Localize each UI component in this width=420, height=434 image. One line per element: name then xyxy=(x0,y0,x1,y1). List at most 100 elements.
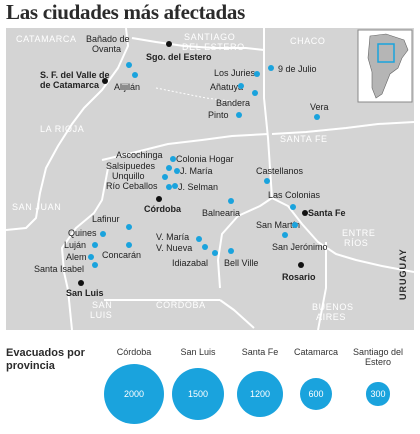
city-label-lafinur: Lafinur xyxy=(92,214,120,224)
city-dot-san-luis xyxy=(78,280,84,286)
city-label-san-jeronimo: San Jerónimo xyxy=(272,242,328,252)
province-label-santa-fe: SANTA FE xyxy=(280,134,328,144)
city-label-sgo-del-estero: Sgo. del Estero xyxy=(146,52,212,62)
city-label-alijilan: Alijilán xyxy=(114,82,141,92)
legend-bubble-2: 1200 xyxy=(236,370,284,418)
city-dot-rio-ceballos xyxy=(166,184,172,190)
city-dot-cordoba xyxy=(156,196,162,202)
city-dot-j-selman xyxy=(172,183,178,189)
city-label-balnearia: Balnearia xyxy=(202,208,241,218)
city-label-concaran: Concarán xyxy=(102,250,142,260)
city-label-colonia-hogar: Colonia Hogar xyxy=(176,154,234,164)
province-label-del-estero: DEL ESTERO xyxy=(182,42,245,52)
map-area: CATAMARCA SANTIAGO DEL ESTERO CHACO LA R… xyxy=(6,28,414,330)
city-label-pinto: Pinto xyxy=(208,110,229,120)
province-label-aires: AIRES xyxy=(316,312,347,322)
city-label-j-maria: J. María xyxy=(180,166,213,176)
city-dot-idiazabal xyxy=(212,250,218,256)
city-label-v-maria: V. María xyxy=(156,232,190,242)
city-label-los-juries: Los Juries xyxy=(214,68,256,78)
province-borders xyxy=(6,28,414,330)
city-label-de-catamarca: de Catamarca xyxy=(40,80,100,90)
city-dot-bandera xyxy=(252,90,258,96)
city-dot-castellanos xyxy=(264,178,270,184)
city-label-unquillo: Unquillo xyxy=(112,171,145,181)
city-dot-san-jeronimo xyxy=(282,232,288,238)
city-label-las-colonias: Las Colonias xyxy=(268,190,321,200)
country-label-uruguay: URUGUAY xyxy=(398,248,408,300)
city-label-santa-fe: Santa Fe xyxy=(308,208,346,218)
city-label-alem: Alem xyxy=(66,252,87,262)
city-dot-j-maria xyxy=(174,168,180,174)
city-label-sf-valle: S. F. del Valle de xyxy=(40,70,110,80)
city-dot-vera xyxy=(314,114,320,120)
city-dot-sgo-del-estero xyxy=(166,41,172,47)
city-dot-anatuya xyxy=(238,83,244,89)
city-dot-v-nueva xyxy=(202,244,208,250)
city-label-castellanos: Castellanos xyxy=(256,166,304,176)
city-label-anatuya: Añatuya xyxy=(210,82,244,92)
city-dot-rosario xyxy=(298,262,304,268)
province-label-cordoba: CÓRDOBA xyxy=(156,300,206,310)
province-label-chaco: CHACO xyxy=(290,36,326,46)
city-label-ovanta: Ovanta xyxy=(92,44,122,54)
city-dot-pinto xyxy=(236,112,242,118)
legend-bubble-0: 2000 xyxy=(104,364,164,424)
legend-label-4: Santiago del Estero xyxy=(352,347,404,367)
map-title: Las ciudades más afectadas xyxy=(6,0,245,24)
city-label-banado: Bañado de xyxy=(86,34,130,44)
city-dot-santa-fe xyxy=(302,210,308,216)
city-label-san-luis: San Luis xyxy=(66,288,104,298)
legend-label-2: Santa Fe xyxy=(241,347,279,357)
legend-label-1: San Luis xyxy=(180,347,216,357)
city-label-rio-ceballos: Río Ceballos xyxy=(106,181,158,191)
province-label-san: SAN xyxy=(92,300,113,310)
city-label-vera: Vera xyxy=(310,102,329,112)
city-dot-santa-isabel xyxy=(92,262,98,268)
city-label-santa-isabel: Santa Isabel xyxy=(34,264,85,274)
province-label-rios: RÍOS xyxy=(344,238,369,248)
legend-title: Evacuados por provincia xyxy=(6,347,85,372)
city-dot-los-juries xyxy=(254,71,260,77)
city-label-v-nueva: V. Nueva xyxy=(156,243,193,253)
province-label-catamarca: CATAMARCA xyxy=(16,34,77,44)
city-label-9-de-julio: 9 de Julio xyxy=(278,64,317,74)
city-dot-catamarca xyxy=(102,78,108,84)
city-label-bandera: Bandera xyxy=(216,98,251,108)
city-dot-banado-de-ovanta xyxy=(126,62,132,68)
legend-label-3: Catamarca xyxy=(293,347,338,357)
city-dot-9-de-julio xyxy=(268,65,274,71)
city-dot-lafinur xyxy=(126,224,132,230)
legend-bubble-3: 600 xyxy=(299,377,333,411)
legend-label-0: Córdoba xyxy=(116,347,152,357)
city-dot-lujan xyxy=(92,242,98,248)
city-dot-concaran xyxy=(126,242,132,248)
province-label-luis: LUIS xyxy=(90,310,113,320)
city-dot-alijilan xyxy=(132,72,138,78)
province-label-entre: ENTRE xyxy=(342,228,376,238)
city-label-idiazabal: Idiazabal xyxy=(172,258,209,268)
province-label-santiago: SANTIAGO xyxy=(184,32,236,42)
city-dot-balnearia xyxy=(228,198,234,204)
city-label-quines: Quines xyxy=(68,228,97,238)
city-dot-unquillo xyxy=(162,174,168,180)
legend-bubble-4: 300 xyxy=(366,382,390,406)
province-label-san-juan: SAN JUAN xyxy=(12,202,62,212)
city-dot-las-colonias xyxy=(290,204,296,210)
city-dot-alem xyxy=(88,254,94,260)
province-label-la-rioja: LA RIOJA xyxy=(40,124,85,134)
city-label-rosario: Rosario xyxy=(282,272,316,282)
city-dot-bell-ville xyxy=(228,248,234,254)
city-label-salsipuedes: Salsipuedes xyxy=(106,161,156,171)
city-label-ascochinga: Ascochinga xyxy=(116,150,163,160)
city-label-bell-ville: Bell Ville xyxy=(224,258,259,268)
province-label-buenos: BUENOS xyxy=(312,302,354,312)
city-dot-v-maria xyxy=(196,236,202,242)
city-label-j-selman: J. Selman xyxy=(178,182,219,192)
legend-bubble-1: 1500 xyxy=(172,368,224,420)
city-dot-san-martin xyxy=(292,222,298,228)
city-label-cordoba: Córdoba xyxy=(144,204,181,214)
city-dot-ascochinga xyxy=(170,156,176,162)
city-label-san-martin: San Martín xyxy=(256,220,301,230)
city-label-lujan: Luján xyxy=(64,240,87,250)
